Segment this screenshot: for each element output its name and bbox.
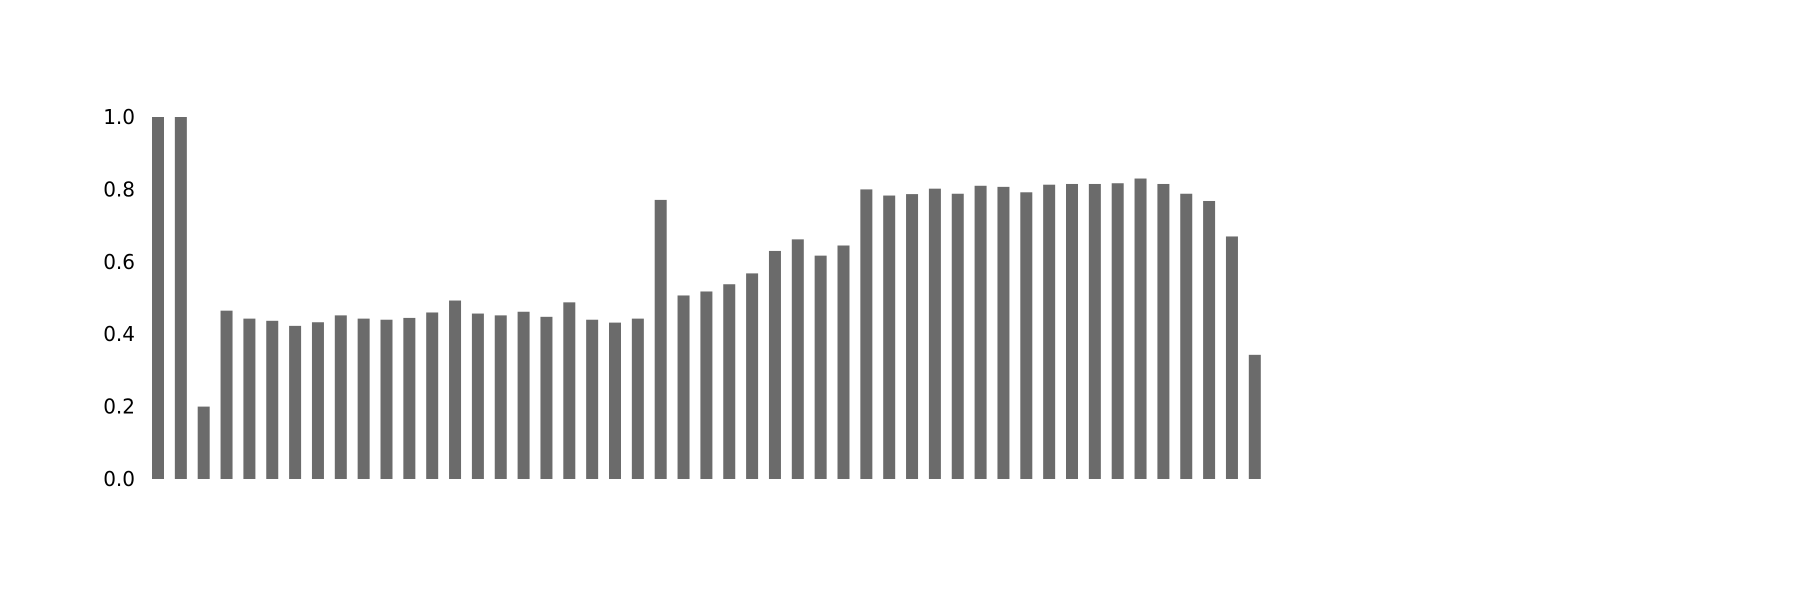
bar	[791, 239, 804, 479]
bar	[220, 310, 233, 479]
bar	[380, 319, 393, 479]
bar	[951, 193, 964, 479]
bar	[174, 117, 187, 479]
bar	[1203, 200, 1216, 479]
bar	[906, 194, 919, 479]
bar	[1248, 354, 1261, 479]
bar	[289, 325, 302, 479]
bar	[449, 300, 462, 479]
bar	[1180, 193, 1193, 479]
bar	[1134, 178, 1147, 480]
y-tick-label: 0.2	[103, 395, 135, 419]
bar	[997, 186, 1010, 479]
bar	[517, 311, 530, 479]
bar	[609, 322, 621, 479]
bar	[1111, 183, 1124, 479]
y-tick-label: 0.6	[103, 250, 135, 274]
bar	[1225, 236, 1238, 479]
bar	[883, 195, 896, 479]
bar	[540, 316, 553, 479]
y-tick-label: 0.4	[103, 322, 135, 346]
bar	[471, 313, 484, 479]
bar	[700, 291, 713, 479]
bar	[1020, 192, 1033, 479]
bar	[197, 406, 210, 479]
bar	[723, 284, 736, 479]
bar	[860, 189, 873, 479]
bar	[746, 273, 759, 479]
bar	[357, 318, 370, 479]
bar	[1157, 183, 1170, 479]
bar	[586, 319, 599, 479]
bar	[426, 312, 439, 479]
y-tick-label: 0.0	[103, 467, 135, 491]
y-tick-label: 1.0	[103, 105, 135, 129]
y-axis: 0.0 0.2 0.4 0.6 0.8 1.0	[103, 105, 135, 491]
bar	[334, 315, 347, 479]
bar	[654, 199, 667, 479]
bar	[677, 295, 690, 479]
bar	[243, 318, 256, 479]
bar	[1043, 184, 1056, 479]
bar	[928, 188, 941, 479]
bars-group	[152, 117, 1261, 480]
bar	[1066, 183, 1078, 479]
bar	[266, 320, 279, 479]
bar	[403, 317, 416, 479]
bar	[814, 255, 827, 479]
bar	[631, 318, 644, 479]
bar	[494, 315, 507, 479]
y-tick-label: 0.8	[103, 177, 135, 201]
bar	[974, 185, 987, 479]
bar	[563, 302, 576, 479]
bar	[768, 250, 781, 479]
bar	[311, 322, 324, 479]
bar	[152, 117, 164, 479]
bar	[1088, 183, 1101, 479]
bar	[837, 245, 850, 479]
